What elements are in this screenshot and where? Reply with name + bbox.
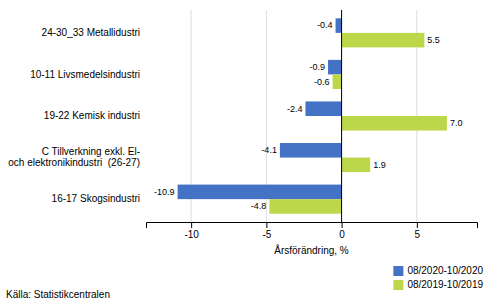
legend-swatch <box>393 266 403 276</box>
x-tick-mark <box>417 222 418 228</box>
bar <box>342 158 371 173</box>
x-tick-label: -10 <box>184 229 199 240</box>
y-tick: 10-11 Livsmedelsindustri <box>30 69 146 80</box>
zero-line <box>341 10 342 222</box>
y-tick-label: 10-11 Livsmedelsindustri <box>30 69 140 80</box>
x-axis-line <box>147 223 478 229</box>
x-tick-label: 0 <box>339 229 345 240</box>
y-axis: 16-17 Skogsindustri C Tillverkning exkl. … <box>8 27 146 204</box>
x-tick: -10 <box>184 222 199 240</box>
data-label: -0.6 <box>314 77 330 87</box>
data-labels: -10.9 -4.1 -2.4 -0.9 -0.4 -4.8 1.9 7.0 -0.6 5.5 <box>154 20 462 211</box>
zero-line-group <box>341 10 342 222</box>
bar <box>342 33 425 48</box>
y-tick: C Tillverkning exkl. El-och elektronikin… <box>8 146 146 168</box>
y-tick: 19-22 Kemisk industri <box>44 110 146 121</box>
data-label: -0.9 <box>310 62 326 72</box>
bar <box>336 18 342 33</box>
x-axis: -10 -5 0 5 <box>147 222 478 240</box>
data-label: -10.9 <box>154 187 175 197</box>
bar <box>305 101 341 116</box>
x-tick: 5 <box>415 222 421 240</box>
x-tick-label: -5 <box>262 229 271 240</box>
legend-swatch <box>393 280 403 290</box>
data-label: 1.9 <box>373 160 386 170</box>
data-label: -4.8 <box>251 201 267 211</box>
bar <box>342 116 447 131</box>
grid-line <box>341 10 342 222</box>
legend-item: 08/2019-10/2019 <box>393 279 483 290</box>
bar <box>328 60 342 75</box>
data-label: 7.0 <box>450 118 463 128</box>
bar <box>178 185 342 200</box>
bars <box>178 18 447 213</box>
y-tick-label: 19-22 Kemisk industri <box>44 110 140 121</box>
x-tick: 0 <box>339 222 345 240</box>
data-label: -2.4 <box>287 104 303 114</box>
bar <box>280 143 342 158</box>
y-tick-label: 16-17 Skogsindustri <box>52 193 140 204</box>
bar-series <box>269 33 447 214</box>
source: Källa: Statistikcentralen <box>6 289 110 300</box>
data-label: 5.5 <box>427 35 440 45</box>
y-tick: 24-30_33 Metallidustri <box>42 27 146 38</box>
chart-container: -10 -5 0 5 16-17 Skogsindustri C Tillverkning… <box>0 0 493 304</box>
data-label: -4.1 <box>261 145 277 155</box>
legend-item: 08/2020-10/2020 <box>393 265 483 276</box>
x-axis-title: Årsförändring, % <box>274 244 349 256</box>
x-tick-mark <box>191 222 192 228</box>
y-tick-label: 24-30_33 Metallidustri <box>42 27 140 38</box>
x-tick-mark <box>266 222 267 228</box>
y-tick: 16-17 Skogsindustri <box>52 193 146 204</box>
x-tick-label: 5 <box>415 229 421 240</box>
x-tick-mark <box>342 222 343 228</box>
legend-label: 08/2020-10/2020 <box>407 265 483 276</box>
legend-label: 08/2019-10/2019 <box>407 279 483 290</box>
y-tick-label: C Tillverkning exkl. El-och elektronikin… <box>8 146 140 168</box>
data-label: -0.4 <box>317 20 333 30</box>
x-tick: -5 <box>262 222 271 240</box>
legend: 08/2020-10/2020 08/2019-10/2019 <box>393 265 483 290</box>
bar-series <box>178 18 342 199</box>
bar <box>333 74 342 89</box>
chart: -10 -5 0 5 16-17 Skogsindustri C Tillverkning… <box>0 0 493 304</box>
bar <box>269 199 341 214</box>
